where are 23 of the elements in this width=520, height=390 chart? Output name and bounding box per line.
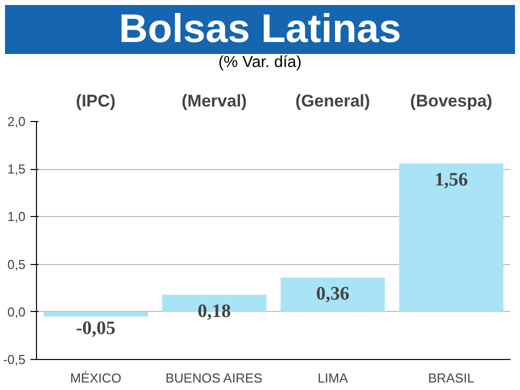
- chart-subtitle: (% Var. día): [217, 54, 303, 72]
- x-tick-label: BRASIL: [428, 370, 474, 386]
- data-label: -0,05: [76, 318, 116, 339]
- x-tick-label: MÉXICO: [70, 370, 122, 386]
- data-label: 0,18: [198, 300, 231, 322]
- bar: [399, 163, 504, 312]
- x-tick-label: BUENOS AIRES: [165, 370, 263, 386]
- y-tick-label: 1,0: [7, 209, 26, 224]
- text: (IPC): [76, 92, 116, 110]
- data-label: 1,56: [434, 169, 468, 190]
- text: (Merval): [182, 92, 247, 110]
- data-label: 0,36: [316, 284, 350, 305]
- y-tick-label: 0,0: [7, 304, 26, 320]
- bar: [44, 312, 148, 317]
- y-tick-label: -0,5: [3, 352, 26, 367]
- y-tick-label: 0,5: [7, 256, 26, 272]
- bar: [280, 278, 385, 312]
- y-tick-label: 1,5: [7, 162, 26, 177]
- x-tick-label: LIMA: [318, 370, 348, 386]
- y-tick-label: 2,0: [7, 114, 26, 129]
- text: (Bovespa): [410, 92, 492, 110]
- chart-title: Bolsas Latinas: [5, 5, 515, 54]
- text: (General): [295, 92, 370, 110]
